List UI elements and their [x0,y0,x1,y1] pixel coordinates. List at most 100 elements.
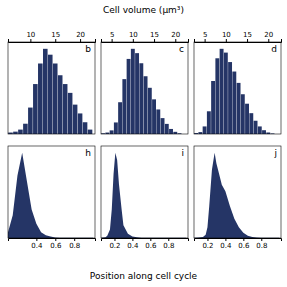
tick-label: 0.4 [127,242,139,250]
tick-mark [205,39,206,42]
bar [83,122,88,134]
axis-line [102,239,189,242]
plot-frame [101,42,188,134]
tick-label: 15 [51,31,60,39]
bar [88,130,93,134]
tick-mark [150,238,151,241]
tick-label: 0.4 [220,242,232,250]
bar [23,124,28,134]
tick: 0.4 [31,238,43,250]
tick: 0.8 [256,238,267,250]
tick-mark [225,238,226,241]
bar [28,108,33,134]
tick-label: 0.2 [109,242,120,250]
bar [53,64,58,134]
tick-label: 5 [110,31,114,39]
axis-line [9,239,96,242]
bar [110,130,114,134]
bar [161,118,165,134]
x-axis: 5101520 [195,31,282,43]
bar [237,83,241,134]
bar [207,111,211,134]
tick-label: 0.4 [31,242,43,250]
tick-label: 0.8 [163,242,174,250]
tick-label: 0.6 [50,242,62,250]
tick-mark [243,238,244,241]
tick: 0.6 [50,238,62,250]
bar [148,88,152,134]
x-axis: 5 10 15 20 [102,31,189,43]
plot-frame [101,146,188,238]
tick-label: 0.2 [202,242,213,250]
tick: 10 [129,31,138,42]
x-axis-title: Position along cell cycle [90,271,198,281]
bar [245,104,249,134]
tick-mark [261,238,262,241]
bar [165,124,169,134]
tick: 15 [150,31,159,42]
tick-mark [112,39,113,42]
tick-label: 10 [129,31,138,39]
tick-label: 20 [76,31,85,39]
bar [114,122,118,134]
tick-mark [132,238,133,241]
tick: 0.8 [69,238,80,250]
bar [211,81,215,134]
bar [215,58,219,134]
panel: 5101520c [101,31,189,134]
tick-label: 20 [264,31,273,39]
tick-mark [30,39,31,42]
tick: 0.4 [127,238,139,250]
bar [118,102,122,134]
tick: 0.6 [145,238,157,250]
bar [173,132,177,134]
bar [139,63,143,134]
bar [13,132,18,134]
tick: 20 [171,31,180,42]
x-axis: 0.2 0.4 0.6 0.8 [195,238,282,250]
tick-label: 15 [150,31,159,39]
area [8,153,93,238]
tick: 20 [264,31,273,42]
bar [63,84,68,134]
bar [144,76,148,134]
axis-line [9,39,96,43]
panel-label: i [181,148,184,158]
tick-mark [55,238,56,241]
bar [254,121,258,134]
tick: 0.8 [163,238,174,250]
marks [101,153,186,238]
bar [220,49,224,134]
bar [249,113,253,134]
bar [232,72,236,134]
panel-label: h [85,148,91,158]
tick-mark [175,39,176,42]
chart: Cell volume (μm³)Position along cell cyc… [0,0,287,287]
bar [258,126,262,134]
area [194,153,279,238]
bar [18,130,23,134]
bar [78,113,83,134]
tick: 10 [222,31,231,42]
tick-mark [226,39,227,42]
bar [224,53,228,134]
tick-mark [268,39,269,42]
tick: 0.6 [238,238,250,250]
panel: 0.2 0.4 0.6 0.8 j [194,146,282,250]
axis-line [102,39,189,43]
tick-mark [168,238,169,241]
tick: 0.2 [202,238,213,250]
tick-mark [207,238,208,241]
tick-label: 10 [222,31,231,39]
bar [156,109,160,134]
tick-mark [74,238,75,241]
tick: 10 [26,31,35,42]
area [101,153,186,238]
plot-frame [8,146,95,238]
bar [228,62,232,134]
tick: 5 [110,31,114,42]
tick-label: 0.8 [69,242,80,250]
tick-mark [247,39,248,42]
tick-label: 20 [171,31,180,39]
panel-label: j [273,148,277,158]
